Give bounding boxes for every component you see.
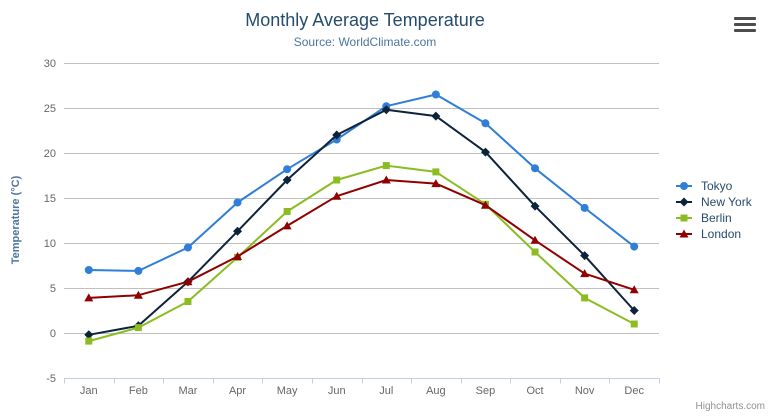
data-point-tokyo-May[interactable] [283,165,292,174]
data-point-new-york-Dec[interactable] [629,306,639,315]
x-axis-label: Jul [379,385,393,397]
x-axis-label: Aug [426,385,446,397]
x-axis-label: Jan [80,385,98,397]
data-point-london-Apr[interactable] [233,252,243,260]
data-point-berlin-Jul[interactable] [382,162,390,170]
data-point-berlin-Dec[interactable] [630,320,638,328]
data-point-london-Oct[interactable] [530,235,540,244]
y-axis-label: 15 [44,193,56,205]
data-point-new-york-May[interactable] [282,175,292,185]
data-point-tokyo-Feb[interactable] [134,266,143,275]
data-point-new-york-Jul[interactable] [381,105,391,115]
data-point-berlin-Jan[interactable] [85,337,93,345]
data-point-tokyo-Oct[interactable] [531,164,540,173]
data-point-new-york-Oct[interactable] [530,201,540,211]
x-axis-label: Oct [526,385,543,397]
data-point-london-Jul[interactable] [381,175,391,184]
square-legend-marker-icon [676,214,692,222]
x-axis-label: Dec [624,385,644,397]
x-axis-label: May [277,385,298,397]
chart-title: Monthly Average Temperature [245,10,485,30]
data-point-tokyo-Apr[interactable] [233,198,242,207]
legend-item-label: New York [701,195,752,209]
x-axis-label: Mar [178,385,197,397]
series-line-tokyo [87,93,636,272]
series-line-new-york [87,108,636,336]
y-axis-label: 20 [44,148,56,160]
hamburger-menu-icon [734,16,756,20]
x-axis-label: Apr [229,385,246,397]
data-point-tokyo-Nov[interactable] [580,203,589,212]
data-point-berlin-Aug[interactable] [432,168,440,176]
data-point-new-york-Apr[interactable] [233,226,243,236]
triangle-legend-marker-icon [676,229,692,238]
credits-link[interactable]: Highcharts.com [695,401,765,412]
legend-item-label: London [701,227,742,241]
data-point-london-May[interactable] [282,221,292,230]
data-point-new-york-Jan[interactable] [84,330,94,340]
data-point-tokyo-Mar[interactable] [183,243,192,252]
data-point-london-Mar[interactable] [183,277,193,286]
legend: Tokyo New York Berlin London [676,178,752,242]
series-line-berlin [87,164,636,343]
data-point-berlin-May[interactable] [283,208,291,215]
y-axis-label: 0 [50,328,56,340]
data-point-berlin-Feb[interactable] [134,324,142,332]
data-point-new-york-Aug[interactable] [431,111,441,121]
data-point-london-Feb[interactable] [133,290,143,299]
legend-item-london[interactable]: London [676,226,752,242]
data-point-london-Jan[interactable] [84,293,94,302]
hamburger-menu-icon [734,22,756,26]
data-point-tokyo-Sep[interactable] [481,119,490,128]
export-menu-button[interactable] [734,14,758,34]
y-axis-label: 30 [44,58,56,70]
x-axis-label: Sep [476,385,496,397]
data-point-london-Dec[interactable] [629,285,639,294]
legend-item-new-york[interactable]: New York [676,194,752,210]
hamburger-menu-icon [734,28,756,32]
data-point-new-york-Sep[interactable] [480,147,490,157]
data-point-new-york-Nov[interactable] [580,251,590,261]
data-point-berlin-Mar[interactable] [184,298,192,305]
legend-item-label: Berlin [701,211,732,225]
data-point-london-Sep[interactable] [480,200,490,209]
data-point-tokyo-Aug[interactable] [431,90,440,99]
legend-item-label: Tokyo [701,179,733,193]
data-point-tokyo-Jan[interactable] [84,266,93,274]
y-axis-label: 10 [44,238,56,250]
legend-item-berlin[interactable]: Berlin [676,210,752,226]
y-axis-label: 25 [44,103,56,115]
data-point-berlin-Oct[interactable] [531,248,539,256]
series-line-london [87,179,636,299]
legend-item-tokyo[interactable]: Tokyo [676,178,752,194]
x-axis-label: Nov [575,385,595,397]
data-point-berlin-Jun[interactable] [333,176,341,184]
x-axis-label: Feb [129,385,148,397]
data-point-tokyo-Dec[interactable] [630,242,639,251]
data-point-london-Nov[interactable] [580,269,590,278]
diamond-legend-marker-icon [676,197,692,207]
chart-subtitle: Source: WorldClimate.com [293,35,437,49]
y-axis-label: 5 [50,283,56,295]
x-axis-label: Jun [328,385,346,397]
data-point-london-Aug[interactable] [431,179,441,188]
y-axis-label: -5 [46,373,56,385]
circle-legend-marker-icon [676,182,692,190]
data-point-new-york-Jun[interactable] [332,130,342,140]
data-point-london-Jun[interactable] [332,191,342,200]
data-point-berlin-Nov[interactable] [581,294,589,302]
